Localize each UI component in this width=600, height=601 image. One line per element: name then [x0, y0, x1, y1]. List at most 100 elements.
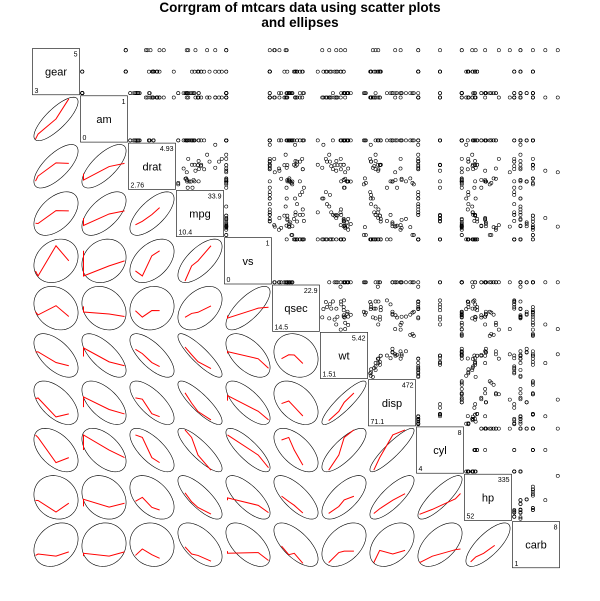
- scatter-point-drat-disp: [373, 152, 378, 157]
- scatter-point-gear-cyl: [416, 69, 421, 74]
- scatter-point-gear-wt: [346, 91, 351, 95]
- scatter-point-wt-hp: [464, 373, 469, 378]
- smooth-line-hp-vs: [227, 497, 269, 514]
- scatter-point-qsec-disp: [372, 306, 377, 311]
- scatter-point-disp-carb: [512, 421, 517, 426]
- scatter-point-hp-carb: [530, 489, 535, 494]
- smooth-line-cyl-vs: [227, 434, 269, 468]
- scatter-point-vs-disp: [410, 280, 415, 285]
- scatter-point-wt-hp: [489, 332, 494, 336]
- scatter-point-gear-disp: [373, 69, 378, 74]
- scatter-point-gear-carb: [530, 91, 535, 95]
- scatter-point-am-hp: [466, 95, 471, 100]
- correlation-ellipse-mpg-am: [81, 191, 127, 236]
- scatter-point-cyl-hp: [479, 426, 484, 431]
- scatter-point-mpg-carb: [543, 216, 548, 220]
- smooth-line-disp-mpg: [184, 392, 212, 421]
- scatter-point-qsec-carb: [524, 311, 529, 316]
- scatter-point-wt-hp: [470, 368, 475, 372]
- scatter-point-mpg-carb: [518, 224, 523, 229]
- scatter-point-vs-qsec: [295, 237, 299, 242]
- scatter-point-vs-disp: [393, 280, 398, 285]
- scatter-point-am-disp: [408, 138, 413, 143]
- smooth-line-carb-hp: [470, 544, 496, 563]
- scatter-point-hp-carb: [530, 506, 535, 510]
- scatter-point-mpg-wt: [328, 192, 332, 197]
- scatter-point-am-carb: [543, 95, 548, 100]
- scatter-point-am-qsec: [284, 95, 289, 100]
- scatter-point-am-hp: [494, 138, 498, 143]
- scatter-point-am-qsec: [286, 138, 291, 143]
- scatter-point-qsec-wt: [330, 299, 335, 304]
- scatter-point-drat-wt: [341, 178, 346, 182]
- scatter-point-vs-carb: [512, 237, 517, 242]
- scatter-point-vs-wt: [325, 237, 329, 242]
- scatter-point-mpg-wt: [343, 224, 348, 229]
- scatter-point-gear-wt: [330, 91, 335, 95]
- scatter-point-gear-cyl: [459, 91, 464, 95]
- scatter-point-qsec-wt: [325, 305, 329, 310]
- scatter-point-gear-disp: [390, 91, 395, 95]
- scatter-point-mpg-vs: [224, 233, 229, 237]
- scatter-point-wt-cyl: [459, 333, 464, 338]
- scatter-point-vs-disp: [404, 280, 408, 285]
- scatter-point-gear-wt: [341, 69, 346, 74]
- scatter-point-qsec-cyl: [459, 314, 464, 319]
- scatter-point-am-disp: [385, 138, 389, 143]
- scatter-point-drat-cyl: [459, 166, 464, 171]
- smooth-line-qsec-mpg: [184, 305, 212, 318]
- scatter-point-drat-carb: [555, 170, 560, 175]
- scatter-point-wt-disp: [376, 356, 381, 361]
- scatter-point-mpg-vs: [224, 204, 229, 209]
- scatter-point-am-wt: [320, 95, 325, 100]
- scatter-point-vs-disp: [376, 280, 381, 285]
- smooth-line-qsec-am: [83, 306, 125, 318]
- scatter-point-drat-vs: [267, 142, 272, 147]
- scatter-point-hp-carb: [530, 493, 535, 498]
- correlation-ellipse-wt-am: [81, 333, 127, 378]
- scatter-point-vs-wt: [334, 280, 339, 285]
- scatter-point-qsec-carb: [530, 314, 535, 319]
- scatter-point-mpg-qsec: [288, 220, 293, 225]
- scatter-point-drat-cyl: [438, 162, 442, 167]
- scatter-point-mpg-cyl: [459, 224, 464, 229]
- variable-label-gear: gear: [45, 67, 67, 79]
- scatter-point-gear-hp: [487, 91, 492, 95]
- correlation-ellipse-qsec-gear: [33, 286, 79, 331]
- scatter-point-drat-hp: [470, 152, 475, 157]
- scatter-point-drat-qsec: [282, 163, 287, 168]
- scatter-point-mpg-qsec: [282, 213, 287, 218]
- scatter-point-am-hp: [471, 138, 476, 143]
- scatter-point-wt-hp: [473, 356, 478, 361]
- scatter-point-mpg-disp: [393, 224, 398, 229]
- scatter-point-vs-wt: [327, 280, 332, 285]
- scatter-point-drat-mpg: [213, 142, 218, 147]
- correlation-ellipse-carb-am: [81, 522, 127, 567]
- scatter-point-gear-qsec: [279, 91, 284, 95]
- scatter-point-mpg-disp: [378, 219, 383, 224]
- correlation-ellipse-qsec-mpg: [177, 286, 223, 331]
- scatter-point-mpg-qsec: [283, 204, 288, 209]
- scatter-point-qsec-carb: [530, 320, 535, 325]
- scatter-point-drat-wt: [346, 166, 351, 171]
- scatter-point-am-drat: [147, 138, 152, 143]
- scatter-point-disp-carb: [518, 397, 523, 402]
- scatter-point-wt-carb: [555, 352, 560, 357]
- scatter-point-drat-wt: [325, 159, 329, 164]
- scatter-point-am-drat: [171, 95, 176, 100]
- smooth-line-carb-qsec: [281, 545, 304, 564]
- scatter-point-mpg-hp: [491, 225, 496, 230]
- scatter-point-drat-hp: [475, 162, 480, 167]
- scatter-point-drat-qsec: [285, 163, 290, 168]
- scatter-point-gear-wt: [327, 48, 332, 53]
- scatter-point-gear-disp: [385, 91, 389, 95]
- scatter-point-drat-mpg: [186, 156, 191, 161]
- scatter-point-gear-cyl: [459, 48, 464, 53]
- scatter-point-drat-disp: [398, 156, 403, 161]
- scatter-point-gear-cyl: [416, 91, 421, 95]
- scatter-point-disp-carb: [518, 391, 523, 396]
- scatter-point-gear-am: [80, 69, 85, 74]
- scatter-point-mpg-qsec: [300, 190, 305, 195]
- smooth-line-carb-cyl: [419, 548, 461, 564]
- scatter-point-mpg-qsec: [293, 213, 298, 217]
